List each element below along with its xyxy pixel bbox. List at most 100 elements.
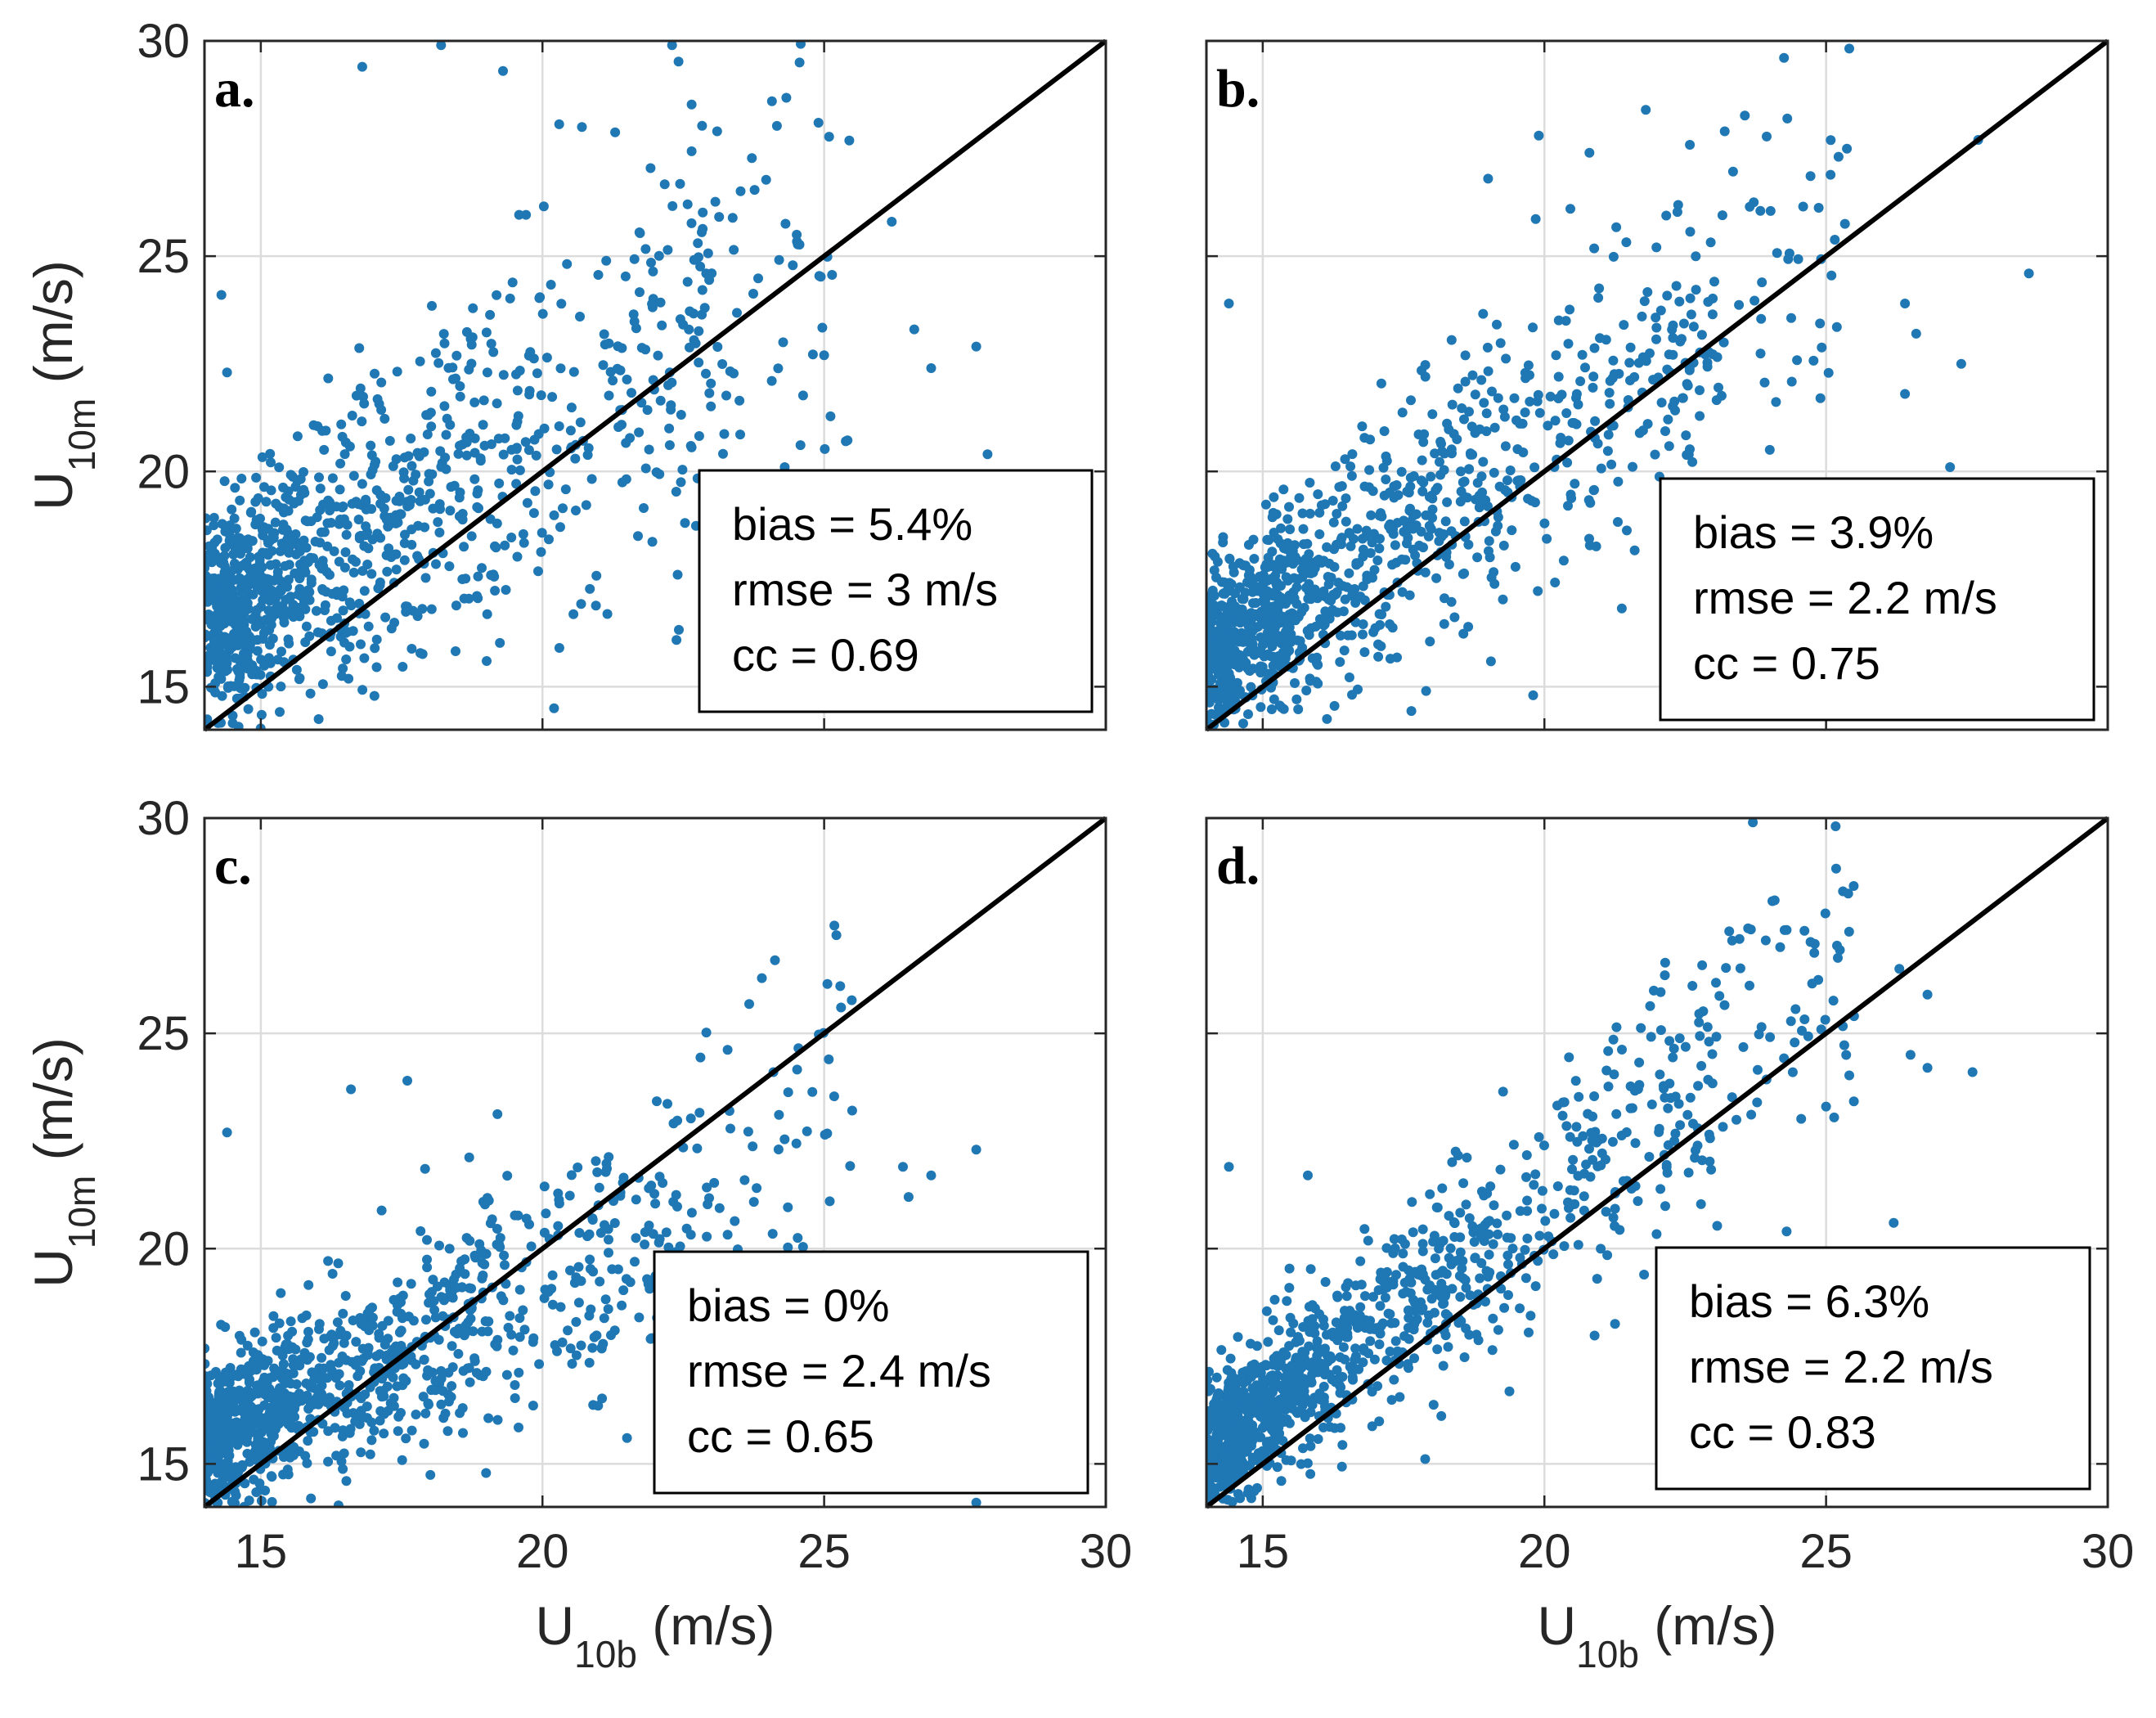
- scatter-point: [1365, 434, 1376, 445]
- scatter-point: [722, 1045, 733, 1055]
- y-tick-label: 15: [137, 1437, 190, 1491]
- scatter-point: [584, 1357, 595, 1368]
- scatter-point: [1489, 467, 1499, 478]
- x-tick-label: 15: [1237, 1525, 1290, 1578]
- scatter-point: [275, 707, 285, 717]
- scatter-point: [426, 421, 437, 432]
- scatter-point: [836, 1002, 847, 1013]
- scatter-point: [1655, 1025, 1666, 1036]
- x-axis-label: U10b (m/s): [1537, 1595, 1776, 1675]
- scatter-point: [486, 570, 496, 580]
- scatter-point: [1561, 1121, 1572, 1131]
- scatter-point: [393, 1411, 404, 1422]
- scatter-point: [1754, 1029, 1764, 1040]
- scatter-point: [1278, 1417, 1289, 1427]
- scatter-point: [1206, 644, 1215, 654]
- scatter-point: [359, 653, 370, 663]
- scatter-point: [1675, 1120, 1686, 1131]
- scatter-point: [1366, 510, 1377, 520]
- scatter-point: [212, 534, 222, 545]
- scatter-point: [288, 612, 299, 622]
- scatter-point: [1278, 1396, 1288, 1405]
- scatter-point: [1372, 555, 1383, 565]
- scatter-point: [1257, 1388, 1268, 1399]
- scatter-point: [824, 1196, 835, 1207]
- scatter-point: [1682, 380, 1693, 391]
- scatter-point: [253, 1434, 263, 1445]
- panel-letter: a.: [214, 59, 255, 119]
- scatter-point: [249, 1474, 259, 1485]
- scatter-point: [445, 506, 456, 516]
- scatter-point: [1594, 283, 1605, 294]
- scatter-point: [1320, 1277, 1331, 1287]
- scatter-point: [744, 999, 754, 1010]
- scatter-point: [1790, 1004, 1801, 1014]
- scatter-point: [1247, 1420, 1258, 1431]
- scatter-point: [254, 559, 265, 569]
- scatter-point: [903, 1192, 914, 1203]
- scatter-point: [1303, 1315, 1314, 1326]
- scatter-point: [595, 1276, 605, 1287]
- scatter-point: [1696, 1060, 1707, 1071]
- scatter-point: [208, 585, 218, 596]
- scatter-point: [259, 1387, 270, 1397]
- scatter-point: [712, 126, 722, 137]
- scatter-point: [642, 405, 653, 416]
- scatter-point: [242, 1340, 253, 1351]
- scatter-point: [1617, 1045, 1627, 1055]
- scatter-point: [1682, 450, 1692, 461]
- scatter-point: [549, 510, 559, 520]
- scatter-point: [1432, 1344, 1443, 1355]
- scatter-point: [276, 681, 286, 692]
- scatter-point: [534, 1359, 545, 1369]
- scatter-point: [694, 326, 704, 336]
- scatter-point: [204, 1359, 210, 1369]
- scatter-point: [267, 585, 277, 596]
- scatter-point: [257, 689, 267, 699]
- scatter-point: [1608, 1212, 1619, 1223]
- scatter-point: [315, 537, 326, 548]
- scatter-point: [1697, 1155, 1708, 1166]
- scatter-point: [1498, 594, 1508, 605]
- scatter-points: [204, 41, 993, 730]
- scatter-point: [1579, 1168, 1590, 1179]
- scatter-point: [458, 1428, 468, 1438]
- scatter-point: [658, 1178, 668, 1188]
- scatter-point: [694, 1108, 705, 1118]
- scatter-point: [1516, 475, 1526, 485]
- scatter-point: [1422, 1317, 1433, 1328]
- scatter-point: [227, 504, 237, 515]
- scatter-point: [1630, 1138, 1641, 1149]
- ticks: [1206, 816, 2109, 1507]
- scatter-point: [317, 1352, 327, 1363]
- scatter-point: [1562, 457, 1573, 468]
- scatter-point: [265, 535, 276, 546]
- scatter-point: [622, 374, 632, 385]
- scatter-point: [686, 146, 697, 156]
- scatter-point: [1493, 1324, 1503, 1335]
- scatter-point: [562, 259, 573, 269]
- scatter-point: [411, 1410, 421, 1419]
- scatter-point: [1499, 1302, 1510, 1313]
- scatter-point: [241, 557, 252, 568]
- scatter-point: [1313, 489, 1323, 500]
- scatter-point: [1828, 996, 1839, 1006]
- scatter-point: [1539, 1140, 1549, 1151]
- scatter-point: [1284, 501, 1294, 512]
- scatter-point: [1408, 471, 1419, 481]
- stats-box: bias = 3.9%rmse = 2.2 m/scc = 0.75: [1659, 477, 2095, 722]
- stat-line: cc = 0.69: [732, 629, 919, 681]
- scatter-point: [1257, 1423, 1268, 1433]
- scatter-point: [251, 1365, 262, 1375]
- scatter-point: [259, 482, 269, 492]
- scatter-point: [684, 324, 694, 335]
- scatter-point: [793, 1233, 803, 1244]
- scatter-point: [1289, 593, 1300, 604]
- scatter-point: [1664, 1036, 1675, 1046]
- scatter-point: [348, 567, 359, 578]
- scatter-point: [568, 609, 579, 619]
- scatter-point: [1332, 607, 1342, 618]
- scatter-point: [909, 324, 919, 335]
- scatter-point: [813, 118, 824, 128]
- scatter-point: [815, 272, 826, 282]
